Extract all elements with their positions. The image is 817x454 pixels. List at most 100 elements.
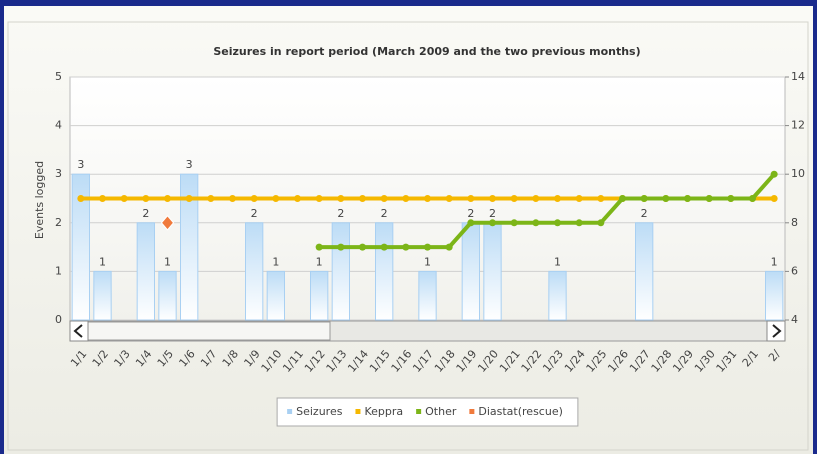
line-point: [164, 195, 171, 202]
y2-tick-label: 14: [791, 70, 805, 83]
line-point: [489, 195, 496, 202]
bar: [266, 270, 285, 321]
x-tick-label: 1/25: [584, 348, 610, 375]
legend-box: [276, 397, 579, 427]
bar-value-label: 2: [142, 207, 149, 220]
arrow-right-icon: [772, 324, 782, 338]
bar: [93, 270, 112, 321]
line-point: [640, 195, 648, 202]
bar-value-label: 2: [489, 207, 496, 220]
x-tick-label: 1/23: [540, 348, 566, 375]
x-tick-label: 1/31: [714, 348, 740, 375]
bar: [635, 222, 654, 321]
line-point: [510, 195, 518, 202]
x-tick-label: 1/13: [324, 348, 350, 375]
lines: [77, 170, 778, 251]
y2-tick-label: 12: [791, 119, 805, 132]
y-tick-label: 4: [55, 119, 62, 132]
line-point: [294, 195, 301, 202]
line-point: [467, 195, 475, 202]
bar-value-label: 2: [337, 207, 344, 220]
line-point: [445, 195, 453, 202]
bar-value-label: 2: [467, 207, 474, 220]
x-tick-label: 1/21: [497, 348, 523, 375]
line-point: [575, 219, 583, 227]
line-point: [532, 195, 540, 202]
line-point: [532, 219, 540, 227]
line-point: [619, 195, 626, 202]
legend-swatch: [287, 409, 293, 414]
x-tick-label: 1/11: [280, 348, 306, 375]
x-tick-label: 1/16: [389, 348, 415, 375]
scrollbar-thumb[interactable]: [87, 321, 331, 341]
line-point: [229, 195, 236, 202]
legend-label: Seizures: [296, 405, 343, 418]
bar-value-label: 1: [316, 255, 323, 268]
line-point: [662, 195, 670, 202]
x-tick-label: 1/12: [302, 348, 328, 375]
x-tick-label: 1/19: [454, 348, 480, 375]
bar-value-label: 2: [641, 207, 648, 220]
x-tick-label: 1/6: [176, 347, 197, 369]
x-tick-label: 1/28: [649, 348, 675, 375]
line-point: [554, 219, 561, 227]
scroll-left[interactable]: [69, 320, 89, 342]
bar: [418, 270, 437, 321]
bar: [136, 222, 156, 321]
bar: [548, 270, 567, 321]
bar: [765, 270, 784, 321]
bar-value-label: 2: [381, 207, 388, 220]
bar-value-label: 1: [771, 255, 778, 268]
line-point: [315, 195, 323, 202]
line-point: [99, 195, 106, 202]
x-tick-label: 1/29: [670, 348, 696, 375]
legend: Seizures Keppra Other Diastat(rescue): [276, 397, 579, 427]
point: [160, 215, 175, 231]
x-tick-label: 1/22: [519, 348, 545, 375]
line-point: [597, 219, 605, 227]
y2-tick-label: 4: [791, 313, 798, 326]
x-tick-label: 2/1: [740, 348, 761, 370]
bar-value-label: 3: [186, 158, 193, 171]
bar-value-label: 1: [424, 255, 431, 268]
line-point: [554, 195, 561, 202]
line-point: [402, 243, 410, 251]
line-point: [749, 195, 756, 202]
x-tick-label: 1/5: [155, 347, 176, 369]
x-tick-label: 1/17: [410, 348, 436, 375]
x-tick-label: 2/: [766, 347, 783, 364]
x-tick-label: 1/30: [692, 348, 718, 375]
x-tick-label: 1/18: [432, 348, 458, 375]
y-tick-label: 5: [55, 70, 62, 83]
y2-tick-label: 6: [791, 264, 798, 277]
y2-tick-label: 8: [791, 216, 798, 229]
line-point: [77, 195, 85, 202]
legend-label: Keppra: [364, 405, 403, 418]
line-point: [250, 195, 258, 202]
legend-label: Other: [425, 405, 457, 418]
line-point: [489, 219, 496, 227]
bar-value-label: 1: [99, 255, 106, 268]
x-tick-label: 1/7: [198, 347, 219, 369]
legend-swatch: [469, 409, 475, 414]
line-point: [315, 243, 323, 251]
x-tick-label: 1/27: [627, 348, 653, 375]
bar-value-label: 2: [251, 207, 258, 220]
line-point: [705, 195, 713, 202]
line-point: [359, 195, 366, 202]
line-point: [727, 195, 735, 202]
line-point: [380, 195, 388, 202]
line-point: [120, 195, 128, 202]
x-tick-label: 1/14: [345, 348, 371, 375]
x-tick-label: 1/1: [68, 348, 89, 370]
line-point: [684, 195, 691, 202]
scroll-right[interactable]: [766, 320, 786, 342]
line-point: [445, 243, 453, 251]
arrow-left-icon: [73, 324, 83, 338]
line-point: [467, 219, 475, 227]
bar-value-label: 3: [77, 158, 84, 171]
line-point: [272, 195, 280, 202]
line: [319, 172, 776, 250]
chart-title: Seizures in report period (March 2009 an…: [213, 45, 640, 58]
